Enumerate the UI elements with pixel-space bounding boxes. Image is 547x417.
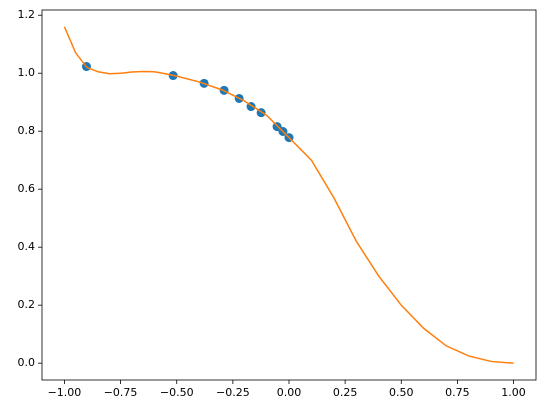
- y-tick-label: 0.8: [18, 124, 36, 137]
- axes-frame: [41, 9, 537, 381]
- y-tick-label: 0.6: [18, 182, 36, 195]
- y-tick-label: 0.4: [18, 240, 36, 253]
- x-tick-label: 0.75: [445, 386, 470, 399]
- y-tick-label: 1.2: [18, 8, 36, 21]
- y-tick-label: 0.2: [18, 298, 36, 311]
- curve: [63, 26, 514, 364]
- x-tick-label: −0.50: [160, 386, 194, 399]
- x-tick-label: 0.25: [333, 386, 358, 399]
- y-tick-label: 1.0: [18, 66, 36, 79]
- x-tick-label: −1.00: [48, 386, 82, 399]
- x-tick-label: 1.00: [501, 386, 526, 399]
- x-tick-label: −0.25: [216, 386, 250, 399]
- x-tick-label: −0.75: [104, 386, 138, 399]
- y-tick-label: 0.0: [18, 356, 36, 369]
- x-tick-label: 0.00: [277, 386, 302, 399]
- x-tick-label: 0.50: [389, 386, 414, 399]
